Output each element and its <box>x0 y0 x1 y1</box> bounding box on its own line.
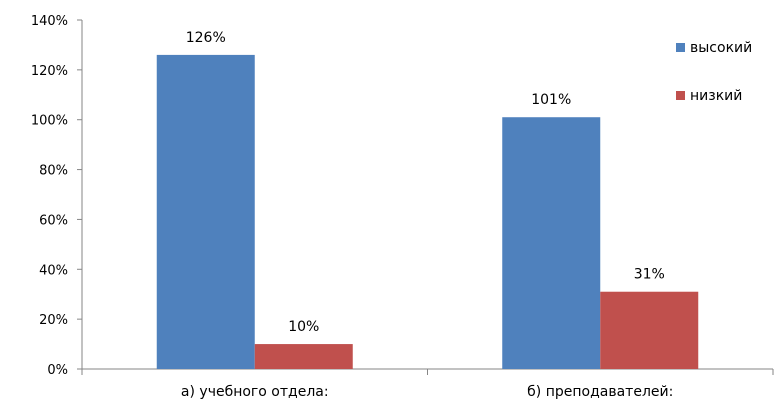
y-tick-label: 100% <box>31 114 68 129</box>
data-labels: 126% 10% 101% 31% <box>186 30 665 335</box>
bar-low <box>254 344 353 369</box>
legend: высокий низкий <box>676 40 752 104</box>
bar-low <box>600 291 699 369</box>
bar-value-label: 10% <box>288 319 319 335</box>
legend-swatch <box>676 43 685 52</box>
x-category-label: а) учебного отдела: <box>181 384 329 400</box>
bar-high <box>156 54 255 370</box>
bars <box>156 54 699 370</box>
legend-label: высокий <box>690 40 752 56</box>
y-tick-label: 0% <box>47 363 68 378</box>
y-tick-label: 140% <box>31 14 68 29</box>
y-tick-label: 80% <box>39 164 68 179</box>
bar-value-label: 101% <box>531 92 571 108</box>
bar-value-label: 31% <box>634 267 665 283</box>
legend-swatch <box>676 91 685 100</box>
y-tick-label: 120% <box>31 64 68 79</box>
legend-label: низкий <box>690 88 742 104</box>
y-tick-label: 40% <box>39 263 68 278</box>
y-tick-label: 60% <box>39 213 68 228</box>
axes: 0% 20% 40% 60% 80% 100% 120% 140% а) учебного от… <box>31 14 774 400</box>
bar-high <box>502 117 601 369</box>
bar-value-label: 126% <box>186 30 226 46</box>
x-category-label: б) преподавателей: <box>527 384 673 400</box>
y-tick-label: 20% <box>39 313 68 328</box>
